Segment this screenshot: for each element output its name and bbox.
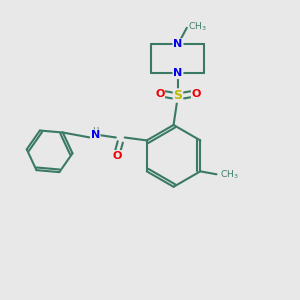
Text: N: N [173,68,183,78]
Text: O: O [155,89,164,99]
Text: N: N [173,39,183,49]
Text: CH$_3$: CH$_3$ [220,168,239,181]
Text: O: O [112,151,122,161]
Text: CH$_3$: CH$_3$ [188,20,207,33]
Text: H: H [92,127,98,136]
Text: O: O [191,89,201,99]
Text: S: S [173,89,182,102]
Text: N: N [91,130,100,140]
